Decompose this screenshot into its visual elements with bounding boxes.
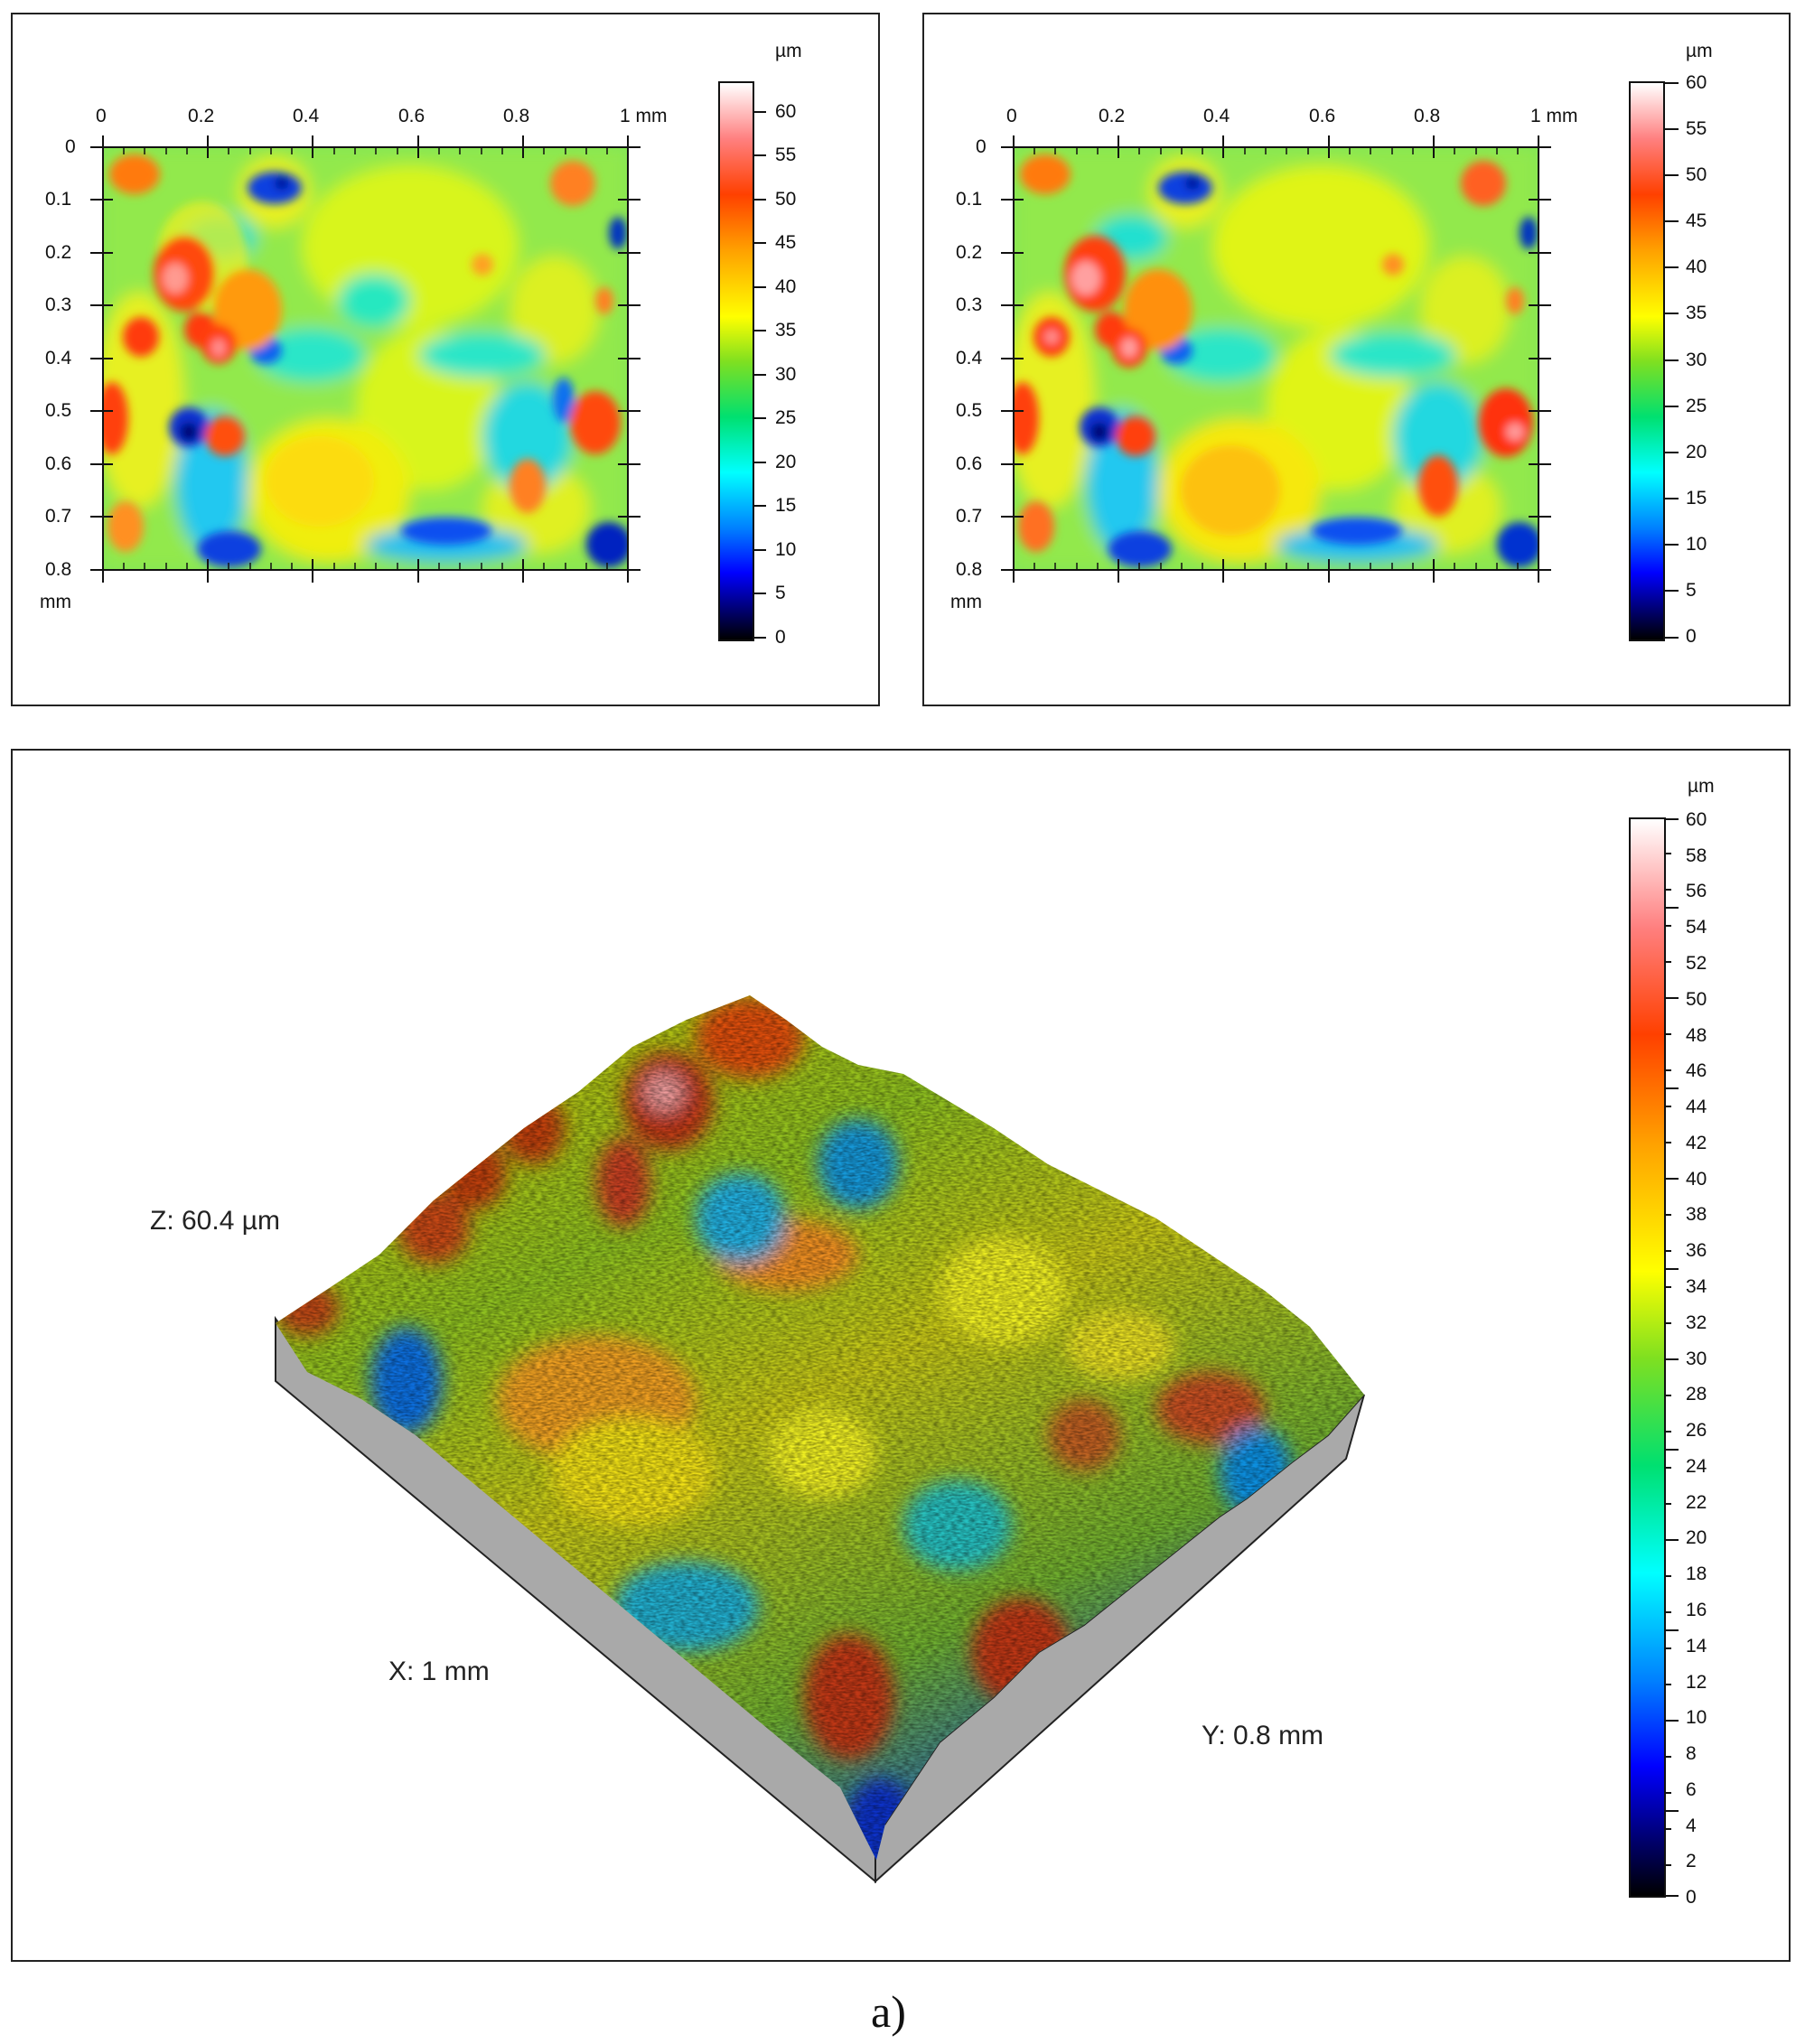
right-heatmap-plot bbox=[1005, 147, 1542, 570]
right-y-tick-label: 0.4 bbox=[956, 348, 983, 369]
surface-3d-plot bbox=[275, 995, 1365, 1884]
right-colorbar-unit: µm bbox=[1686, 41, 1713, 61]
right-y-tick-label: 0.5 bbox=[956, 400, 983, 421]
right-y-tick-label: 0.1 bbox=[956, 189, 983, 210]
right-x-axis-bottom bbox=[1014, 569, 1551, 571]
figure-caption: a) bbox=[871, 1986, 906, 2037]
right-y-tick-label: 0.6 bbox=[956, 453, 983, 474]
right-x-axis-top bbox=[1014, 146, 1551, 148]
surface-colorbar-unit: µm bbox=[1688, 776, 1715, 797]
right-x-tick-label: 0 bbox=[1006, 106, 1017, 126]
right-y-tick-label: 0 bbox=[976, 136, 987, 157]
z-range-label: Z: 60.4 µm bbox=[150, 1206, 280, 1236]
surface-colorbar bbox=[1629, 817, 1666, 1898]
left-y-tick-label: 0.3 bbox=[45, 294, 72, 315]
axis-tick-marks bbox=[90, 82, 1679, 639]
left-y-unit-label: mm bbox=[40, 592, 71, 612]
right-x-tick-label: 0.8 bbox=[1414, 106, 1441, 126]
right-colorbar bbox=[1629, 81, 1665, 641]
right-heatmap-image bbox=[1005, 147, 1542, 570]
x-range-label: X: 1 mm bbox=[388, 1657, 490, 1686]
right-y-tick-label: 0.2 bbox=[956, 242, 983, 263]
right-y-unit-label: mm bbox=[950, 592, 982, 612]
left-colorbar-unit: µm bbox=[775, 41, 802, 61]
surface-colorbar-ticks bbox=[1664, 818, 1679, 1897]
left-x-tick-label: 0 bbox=[96, 106, 107, 126]
left-x-tick-label: 0.2 bbox=[188, 106, 215, 126]
left-y-tick-label: 0.7 bbox=[45, 506, 72, 527]
left-y-tick-label: 0.6 bbox=[45, 453, 72, 474]
left-x-axis-top bbox=[103, 146, 641, 148]
left-x-axis-bottom bbox=[103, 569, 641, 571]
left-y-tick-label: 0.8 bbox=[45, 559, 72, 580]
right-x-tick-label: 0.6 bbox=[1309, 106, 1336, 126]
left-y-tick-label: 0.2 bbox=[45, 242, 72, 263]
y-range-label: Y: 0.8 mm bbox=[1202, 1721, 1324, 1750]
left-x-tick-label: 0.4 bbox=[293, 106, 320, 126]
right-y-tick-label: 0.3 bbox=[956, 294, 983, 315]
right-y-tick-label: 0.7 bbox=[956, 506, 983, 527]
left-y-tick-label: 0.5 bbox=[45, 400, 72, 421]
left-y-tick-label: 0.1 bbox=[45, 189, 72, 210]
left-y-tick-label: 0 bbox=[65, 136, 76, 157]
right-x-tick-label: 0.4 bbox=[1203, 106, 1230, 126]
left-x-tick-label: 1 mm bbox=[620, 106, 668, 126]
right-x-tick-label: 1 mm bbox=[1530, 106, 1578, 126]
left-colorbar bbox=[718, 81, 754, 641]
left-heatmap-image bbox=[94, 147, 631, 570]
left-x-tick-label: 0.8 bbox=[503, 106, 530, 126]
right-x-tick-label: 0.2 bbox=[1099, 106, 1126, 126]
left-heatmap-plot bbox=[94, 147, 631, 570]
left-y-tick-label: 0.4 bbox=[45, 348, 72, 369]
right-y-tick-label: 0.8 bbox=[956, 559, 983, 580]
surface-mesh bbox=[276, 995, 1364, 1860]
left-x-tick-label: 0.6 bbox=[398, 106, 426, 126]
